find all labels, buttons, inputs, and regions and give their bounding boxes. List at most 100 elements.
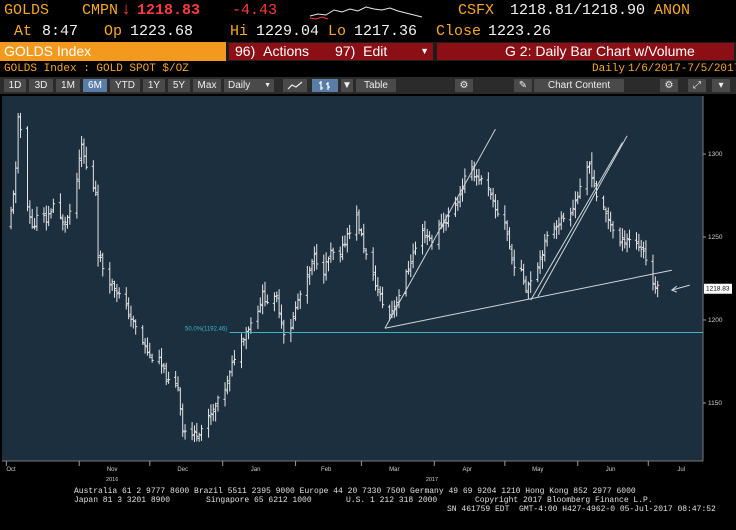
ohlc-bar [606,207,610,230]
ohlc-bar [505,220,509,242]
user-label: ANON [654,2,691,19]
ohlc-bar [371,247,375,281]
gear-icon[interactable]: ⚙ [660,79,678,92]
ohlc-bar [475,168,479,186]
ohlc-bar [470,160,474,181]
period-max[interactable]: Max [193,79,221,92]
edit-menu[interactable]: 97) Edit ▼ [329,43,433,60]
ohlc-bar [362,223,366,254]
ohlc-bar [195,422,199,442]
edit-label: Edit [363,43,388,59]
ohlc-bar [148,342,152,359]
expand-icon[interactable]: ⤢ [688,79,706,92]
x-tick-label: Oct [6,467,16,473]
footer-japan: Japan 81 3 3201 8900 [74,496,171,505]
ohlc-bar [199,424,204,441]
period-5y[interactable]: 5Y [168,79,190,92]
fib-level-label: 50.0%(1192.46) [185,326,227,332]
ohlc-bar [32,217,37,230]
ohlc-bar [601,195,606,210]
ohlc-bar [312,246,316,272]
ohlc-bar [190,421,194,441]
ohlc-bar [604,207,608,223]
plot-area[interactable] [2,96,703,461]
chart-type-chevron-icon[interactable]: ▼ [341,79,353,92]
line-chart-icon[interactable] [283,79,307,92]
ohlc-bar [293,301,298,321]
ohlc-bar [249,317,253,334]
frequency-label: Daily [592,63,626,75]
high-price: 1229.04 [256,23,320,40]
close-label: Close [436,23,482,40]
ohlc-bar [261,284,265,315]
ohlc-bar [489,188,493,200]
ohlc-bar [9,206,13,230]
ohlc-bar [540,250,545,269]
x-axis: Oct Nov Dec Jan Feb Mar Apr May Jun Jul 2016 2017 [5,461,685,483]
ohlc-bar [357,209,361,235]
ohlc-bar [651,254,655,291]
ohlc-bar [571,199,575,216]
period-3d[interactable]: 3D [29,79,53,92]
year-label: 2016 [106,477,118,483]
footer-session: SN 461759 EDT GMT-4:00 H427-4962-0 05-Ju… [447,505,716,514]
period-6m[interactable]: 6M [83,79,107,92]
ohlc-bar [162,363,166,374]
ohlc-bar [79,135,84,168]
ohlc-bar [75,172,79,219]
pencil-icon[interactable]: ✎ [514,79,532,92]
ohlc-bar [522,263,526,285]
y-tick-label: 1300 [708,151,723,158]
ohlc-bar [543,234,547,262]
quote-header: GOLDS CMPN ↓ 1218.83 -4.43 CSFX 1218.81/… [0,0,736,22]
footer-singapore: Singapore 65 6212 1000 [206,496,312,505]
table-button[interactable]: Table [356,79,396,92]
ticker: GOLDS [4,2,50,19]
y-tick-label: 1200 [708,317,723,324]
ohlc-bar [554,220,559,239]
period-1y[interactable]: 1Y [143,79,165,92]
ohlc-bar [18,112,23,139]
bar-chart-icon[interactable] [312,79,338,92]
ohlc-bar [458,186,462,208]
frequency-dropdown[interactable]: Daily ▼ [224,79,274,92]
ohlc-bar [536,262,540,283]
ohlc-bar [364,248,368,260]
down-arrow-icon: ↓ [121,1,132,20]
security-field[interactable]: GOLDS Index [0,42,226,61]
date-range: 1/6/2017-7/5/2017 [628,63,736,75]
period-1d[interactable]: 1D [4,79,26,92]
ohlc-bar [96,184,100,267]
ohlc-bar [611,221,615,239]
security-description: GOLDS Index : GOLD SPOT $/OZ [4,63,189,75]
sparkline [309,6,423,20]
chart-title: G 2: Daily Bar Chart w/Volume [505,43,695,59]
ohlc-bar [620,228,625,252]
ohlc-bar [507,227,512,250]
ohlc-bar [618,227,622,247]
bid-ask: 1218.81/1218.90 [510,2,646,19]
ohlc-bar [592,169,596,188]
period-ytd[interactable]: YTD [110,79,140,92]
ohlc-bar [258,297,262,313]
more-icon[interactable]: ▾ [712,79,730,92]
ohlc-bar [326,256,331,272]
y-tick-label: 1150 [708,400,722,407]
chart-content-button[interactable]: Chart Content [534,79,624,92]
ohlc-bar [35,206,39,231]
ohlc-bar [291,311,295,330]
period-1m[interactable]: 1M [56,79,80,92]
ohlc-bar [63,216,67,233]
price-chart[interactable]: 50.0%(1192.46) 1150 1200 1250 1300 Oct Nov De… [0,94,736,486]
ohlc-bar [355,205,359,241]
ohlc-bar [578,178,582,199]
ohlc-bar [150,353,154,363]
cmpn-label: CMPN [82,2,119,19]
ohlc-bar [479,175,483,185]
ohlc-bar [623,230,627,249]
frequency-dropdown-label: Daily [228,80,251,91]
ohlc-bar [176,376,180,392]
ohlc-bar [178,387,182,416]
close-price: 1223.26 [488,23,552,40]
settings-icon[interactable]: ⚙ [455,79,473,92]
